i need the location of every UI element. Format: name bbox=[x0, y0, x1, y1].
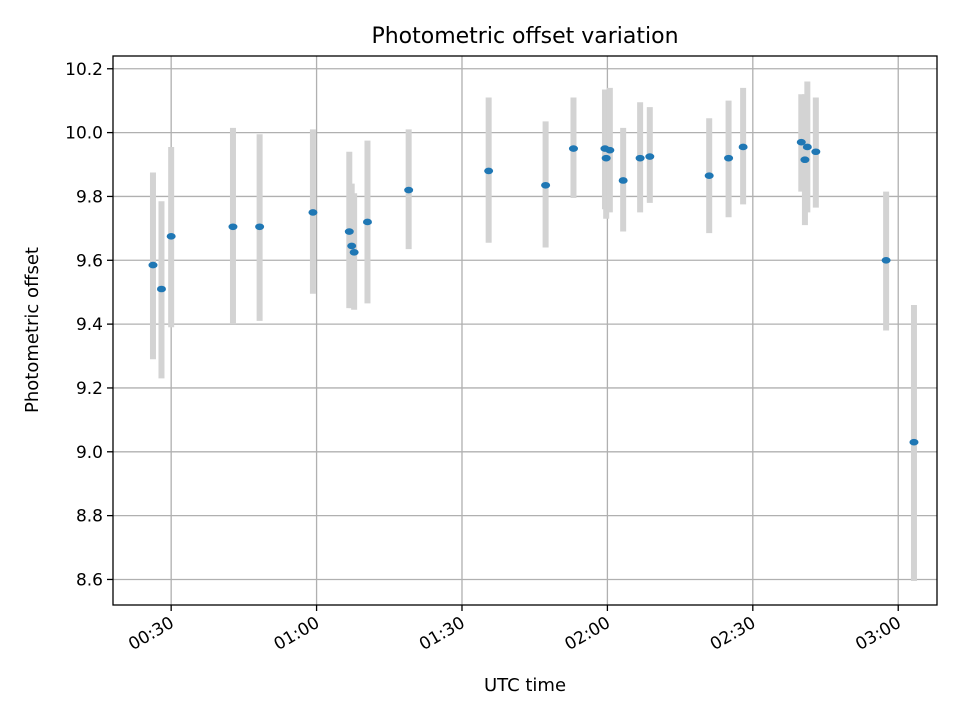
data-points bbox=[148, 138, 919, 446]
data-point bbox=[156, 285, 166, 293]
data-point bbox=[635, 154, 645, 162]
data-point bbox=[362, 218, 372, 226]
grid-lines bbox=[113, 56, 937, 605]
data-point bbox=[800, 156, 810, 164]
data-point bbox=[601, 154, 611, 162]
data-point bbox=[541, 181, 551, 189]
y-tick-label: 10.2 bbox=[65, 60, 103, 80]
data-point bbox=[568, 145, 578, 152]
y-tick-label: 8.6 bbox=[76, 570, 103, 590]
data-point bbox=[344, 228, 354, 235]
data-point bbox=[704, 172, 714, 179]
data-point bbox=[802, 143, 812, 151]
data-point bbox=[166, 233, 176, 240]
y-tick-label: 9.0 bbox=[76, 443, 103, 463]
y-tick-label: 9.6 bbox=[76, 251, 103, 271]
y-tick-label: 9.2 bbox=[76, 379, 103, 399]
data-point bbox=[349, 248, 359, 256]
chart-title: Photometric offset variation bbox=[371, 24, 678, 49]
y-tick-label: 10.0 bbox=[65, 124, 103, 144]
data-point bbox=[738, 143, 748, 151]
x-axis-label: UTC time bbox=[484, 675, 566, 696]
data-point bbox=[605, 146, 615, 154]
y-axis-label: Photometric offset bbox=[22, 247, 43, 413]
data-point bbox=[308, 209, 318, 216]
data-point bbox=[881, 256, 891, 264]
data-point bbox=[909, 438, 919, 446]
y-tick-label: 9.4 bbox=[76, 315, 103, 335]
y-axis-ticks: 8.6 8.8 9.0 9.2 9.4 9.6 9.8 10.0 10.2 bbox=[65, 60, 113, 590]
data-point bbox=[347, 242, 357, 250]
y-tick-label: 9.8 bbox=[76, 187, 103, 207]
data-point bbox=[724, 154, 734, 162]
plot-frame bbox=[112, 55, 938, 606]
y-tick-label: 8.8 bbox=[76, 507, 103, 527]
data-point bbox=[811, 148, 821, 156]
data-point bbox=[228, 223, 238, 231]
data-point bbox=[148, 261, 158, 269]
data-point bbox=[404, 186, 414, 194]
data-point bbox=[484, 167, 494, 175]
data-point bbox=[796, 138, 806, 146]
data-point bbox=[255, 223, 265, 231]
data-point bbox=[645, 153, 655, 160]
data-point bbox=[618, 177, 628, 184]
